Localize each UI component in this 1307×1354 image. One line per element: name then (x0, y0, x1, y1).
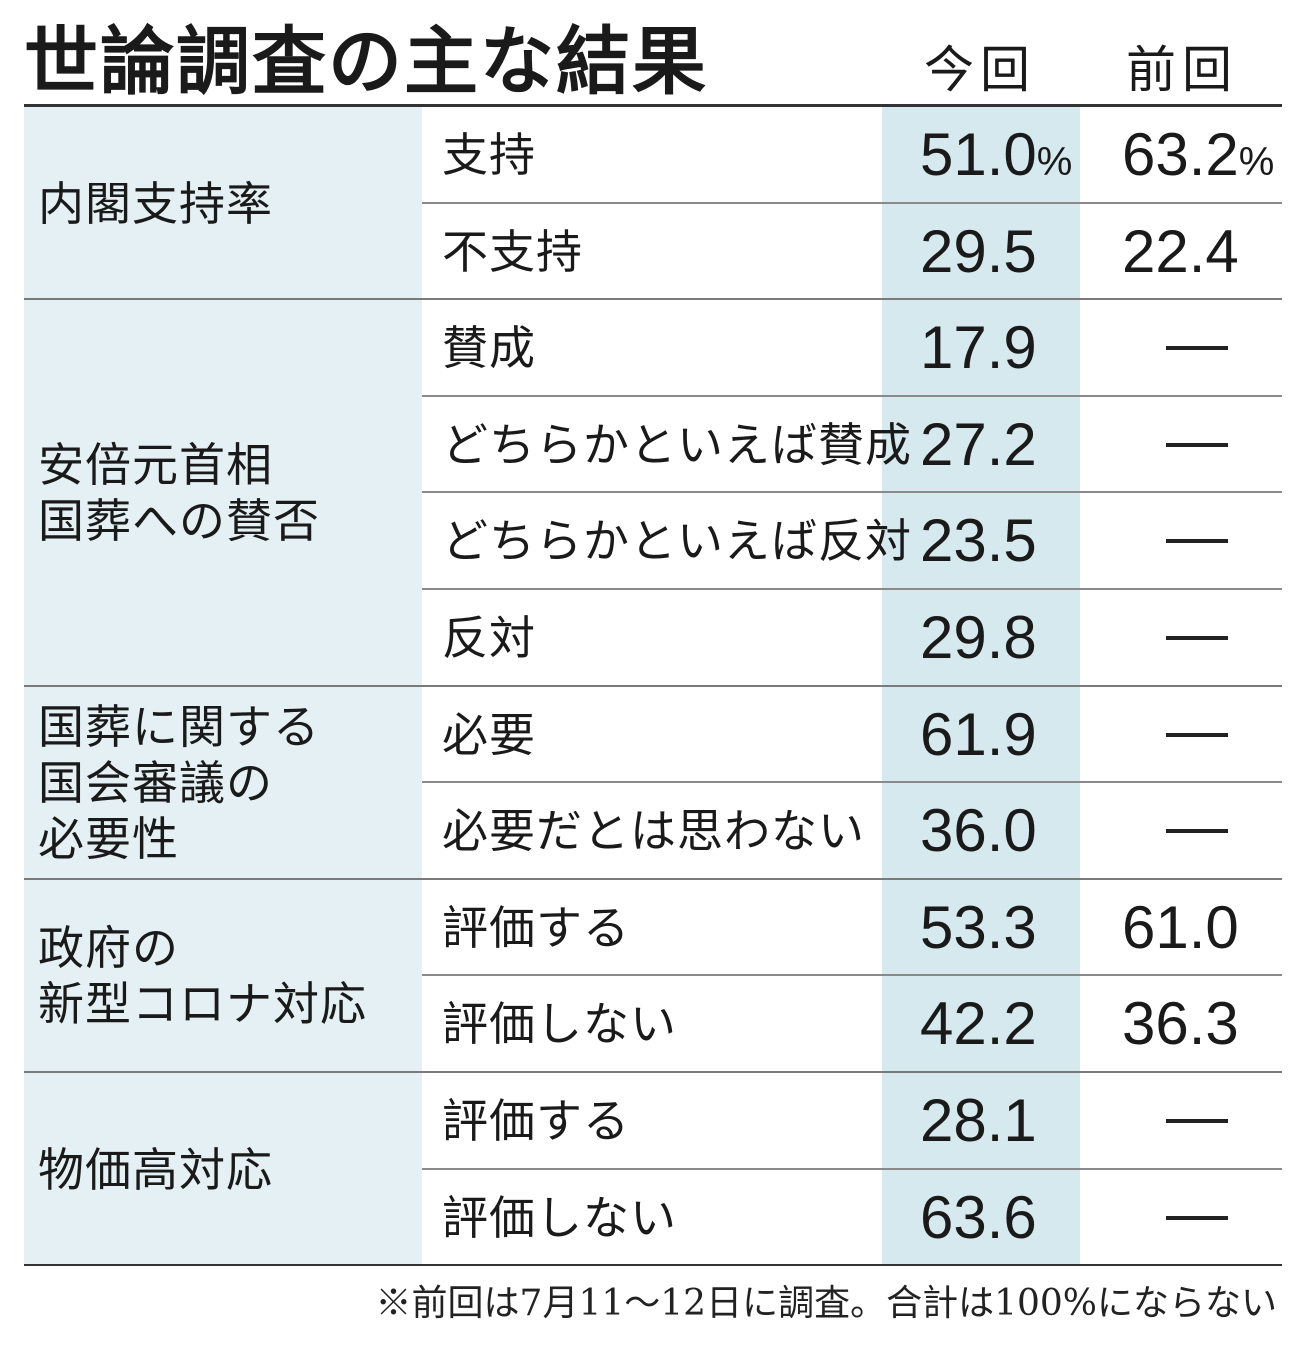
footnote: ※前回は7月11～12日に調査。合計は100%にならない (375, 1283, 1277, 1324)
group-divider (24, 298, 1282, 301)
category-label: 物価高対応 (24, 1073, 422, 1267)
category-label: 国葬に関する 国会審議の 必要性 (24, 686, 422, 880)
row-label: 必要だとは思わない (442, 804, 865, 859)
current-value: 51.0% (920, 107, 1072, 203)
row-divider (422, 394, 1282, 397)
category-label-text: 政府の 新型コロナ対応 (38, 921, 367, 1032)
table-row: どちらかといえば賛成 27.2 (422, 397, 1282, 493)
column-header-previous: 前回 (1126, 41, 1238, 99)
header-rule (24, 104, 1282, 107)
current-value-number: 28.1 (920, 1087, 1037, 1154)
row-label: 支持 (442, 128, 536, 182)
group-divider (24, 1071, 1282, 1073)
current-value-number: 29.8 (920, 604, 1037, 671)
row-divider (422, 201, 1282, 204)
current-value-number: 27.2 (920, 410, 1037, 478)
table-row: 評価する 28.1 (422, 1073, 1282, 1169)
table-row: 反対 29.8 (422, 590, 1282, 686)
category-label-text: 物価高対応 (38, 1142, 273, 1197)
row-label: 必要 (442, 707, 536, 762)
row-divider (422, 588, 1282, 590)
category-label-text: 内閣支持率 (38, 176, 273, 231)
previous-value: 36.3 (1122, 976, 1239, 1072)
current-value: 28.1 (920, 1073, 1037, 1169)
table-row: 支持 51.0% 63.2% (422, 107, 1282, 203)
table-row: 評価しない 63.6 (422, 1170, 1282, 1266)
current-value-number: 23.5 (920, 507, 1037, 575)
chart-title: 世論調査の主な結果 (24, 19, 708, 105)
category-label-text: 国葬に関する 国会審議の 必要性 (38, 700, 320, 867)
group-divider (24, 877, 1282, 880)
current-value: 42.2 (920, 976, 1037, 1072)
current-value-number: 29.5 (920, 217, 1037, 285)
previous-value-number: 36.3 (1122, 990, 1239, 1058)
current-value-number: 53.3 (920, 893, 1037, 961)
percent-sign: % (1036, 140, 1073, 184)
current-value: 23.5 (920, 493, 1037, 589)
current-value-number: 36.0 (920, 797, 1037, 865)
current-value: 61.9 (920, 687, 1037, 783)
column-header-current: 今回 (924, 41, 1036, 99)
table-row: 評価する 53.3 61.0 (422, 880, 1282, 976)
results-table: 内閣支持率 支持 51.0% 63.2% 不支持 29.5 22.4 安倍元首相 国葬への賛否… (24, 107, 1282, 1267)
table-row: 不支持 29.5 22.4 (422, 204, 1282, 300)
row-divider (422, 974, 1282, 977)
current-value-number: 17.9 (920, 314, 1037, 382)
no-data-dash (1166, 1119, 1228, 1123)
previous-value-number: 22.4 (1122, 217, 1239, 285)
current-value-number: 61.9 (920, 700, 1037, 768)
row-label: 評価しない (442, 997, 677, 1052)
previous-value-number: 63.2 (1122, 121, 1239, 188)
table-row: 賛成 17.9 (422, 300, 1282, 396)
no-data-dash (1166, 346, 1228, 351)
current-value: 29.5 (920, 204, 1037, 300)
current-value-number: 63.6 (920, 1183, 1037, 1251)
row-divider (422, 1167, 1282, 1170)
table-row: 必要だとは思わない 36.0 (422, 783, 1282, 879)
row-divider (422, 781, 1282, 784)
table-row: どちらかといえば反対 23.5 (422, 493, 1282, 589)
no-data-dash (1166, 1215, 1228, 1220)
previous-value: 63.2% (1122, 107, 1274, 203)
row-label: 賛成 (442, 321, 536, 376)
current-value: 29.8 (920, 590, 1037, 686)
row-label: 評価する (442, 900, 630, 955)
row-label: 反対 (442, 611, 536, 665)
table-row: 必要 61.9 (422, 687, 1282, 783)
current-value: 27.2 (920, 397, 1037, 493)
percent-sign: % (1238, 140, 1275, 184)
row-divider (422, 491, 1282, 494)
category-label: 内閣支持率 (24, 107, 422, 301)
current-value-number: 42.2 (920, 990, 1037, 1058)
row-label: どちらかといえば賛成 (442, 417, 912, 472)
current-value: 53.3 (920, 880, 1037, 976)
previous-value: 61.0 (1122, 880, 1239, 976)
current-value: 36.0 (920, 783, 1037, 879)
group-divider (24, 684, 1282, 687)
category-label-text: 安倍元首相 国葬への賛否 (38, 438, 320, 549)
row-label: 評価しない (442, 1190, 677, 1245)
table-row: 評価しない 42.2 36.3 (422, 976, 1282, 1072)
current-value: 63.6 (920, 1170, 1037, 1266)
no-data-dash (1166, 636, 1228, 640)
previous-value: 22.4 (1122, 204, 1239, 300)
table-bottom-rule (24, 1264, 1282, 1267)
no-data-dash (1166, 829, 1228, 834)
no-data-dash (1166, 732, 1228, 737)
row-label: 評価する (442, 1094, 630, 1148)
current-value-number: 51.0 (920, 121, 1037, 188)
previous-value-number: 61.0 (1122, 893, 1239, 961)
row-label: 不支持 (442, 224, 583, 279)
no-data-dash (1166, 442, 1228, 447)
category-label: 安倍元首相 国葬への賛否 (24, 300, 422, 687)
category-label: 政府の 新型コロナ対応 (24, 879, 422, 1073)
current-value: 17.9 (920, 300, 1037, 396)
row-label: どちらかといえば反対 (442, 514, 912, 569)
no-data-dash (1166, 539, 1228, 544)
